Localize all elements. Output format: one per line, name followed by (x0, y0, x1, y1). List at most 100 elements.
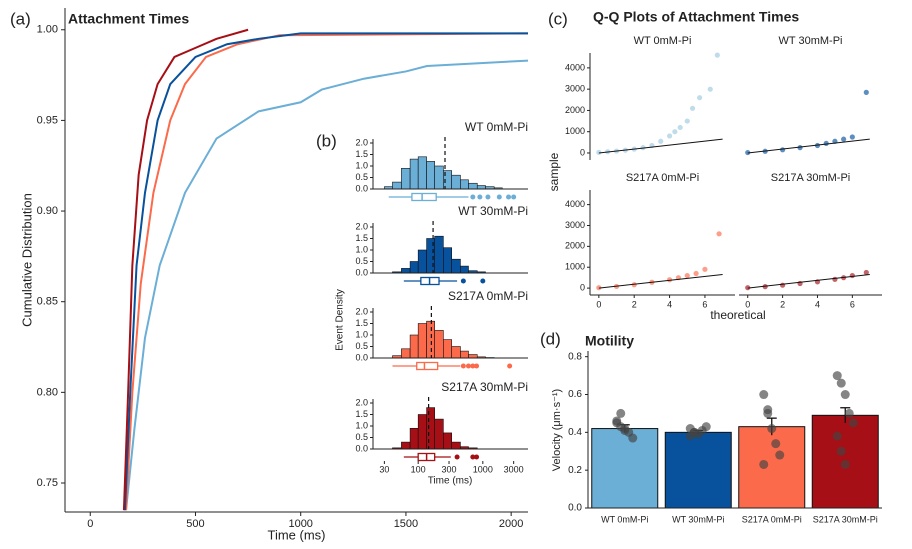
histogram-bar (443, 339, 452, 359)
histogram-bar (409, 158, 419, 190)
y-tick-label: 2.0 (355, 221, 368, 231)
reference-line (747, 274, 870, 289)
y-tick-label: 1000 (565, 262, 585, 272)
y-tick-label: 0.2 (568, 465, 582, 476)
histogram-bar (401, 348, 411, 359)
box-body (411, 192, 437, 202)
qq-point (863, 89, 869, 95)
y-tick-label: 1000 (565, 126, 585, 136)
chart-title: Q-Q Plots of Attachment Times (593, 9, 799, 25)
qq-point (707, 86, 713, 92)
histogram-bar (409, 334, 419, 359)
y-tick-label: 1.5 (355, 318, 368, 328)
qq-point (666, 133, 673, 139)
histogram-bar (426, 407, 435, 450)
y-tick-label: 0.90 (37, 205, 58, 217)
histogram-bar (434, 165, 444, 190)
x-tick-label: 300 (442, 464, 457, 474)
axis-label: Velocity (μm·s⁻¹) (551, 389, 563, 471)
x-tick-label: 2000 (499, 518, 523, 530)
histogram-bar (443, 432, 452, 450)
data-point (689, 427, 699, 437)
x-tick-label: 0 (596, 299, 601, 309)
data-point (620, 425, 630, 435)
outlier (474, 454, 480, 460)
x-tick-label: 1500 (394, 518, 418, 530)
reference-line (747, 138, 870, 154)
qq-point (677, 124, 683, 131)
qq-point (841, 136, 847, 142)
panel-title: WT 0mM-Pi (634, 35, 692, 47)
x-tick-label: 1000 (473, 464, 493, 474)
data-point (759, 459, 769, 469)
x-tick-label: 6 (702, 299, 707, 309)
x-tick-label: 4 (667, 299, 672, 309)
y-tick-label: 2000 (565, 105, 585, 115)
x-tick-label: 30 (379, 464, 389, 474)
qq-point (684, 272, 690, 279)
y-tick-label: 0.85 (37, 296, 58, 308)
x-axis-label: Time (ms) (267, 527, 325, 542)
qq-point (697, 95, 703, 101)
y-tick-label: 1.0 (355, 420, 368, 430)
data-point (832, 371, 842, 381)
y-tick-label: 0.0 (355, 352, 368, 362)
panel-title: WT 30mM-Pi (458, 204, 528, 218)
outlier (460, 278, 466, 284)
outlier (485, 194, 491, 200)
y-tick-label: 3000 (565, 84, 585, 94)
x-tick-label: 100 (411, 464, 426, 474)
y-tick-label: 3000 (565, 220, 585, 230)
y-tick-label: 2.0 (355, 137, 368, 147)
x-tick-label: 0 (87, 518, 93, 530)
histogram-bar (426, 161, 435, 190)
outlier (470, 454, 476, 460)
chart-title: Motility (585, 333, 634, 349)
qq-point (779, 282, 786, 288)
x-tick-label: WT 30mM-Pi (672, 514, 724, 524)
qq-point (689, 105, 696, 111)
ecdf-line (123, 32, 528, 511)
bar (738, 426, 806, 509)
outlier (470, 194, 476, 200)
y-tick-label: 1.5 (355, 233, 368, 243)
outlier (474, 363, 480, 369)
y-tick-label: 0.4 (568, 427, 582, 438)
bar (664, 431, 732, 509)
histogram-bar (392, 181, 402, 190)
data-point (840, 459, 850, 469)
data-point (832, 431, 842, 441)
histogram-bar (443, 247, 452, 274)
panel-title: S217A 30mM-Pi (441, 380, 528, 394)
qq-point (832, 276, 838, 282)
histogram-bar (468, 354, 478, 359)
histogram-bar (476, 185, 486, 190)
qq-point (716, 231, 722, 237)
x-tick-label: 3000 (504, 464, 524, 474)
y-tick-label: 0.0 (568, 503, 582, 514)
y-tick-label: 2.0 (355, 397, 368, 407)
data-point (628, 433, 638, 443)
y-tick-label: 0.95 (37, 114, 58, 126)
axis-label: Cumulative Distribution (19, 193, 34, 327)
axis-label: sample (547, 152, 561, 191)
y-tick-label: 1.0 (355, 160, 368, 170)
outlier (480, 278, 486, 284)
outlier (460, 363, 466, 369)
x-tick-label: 4 (815, 299, 820, 309)
y-tick-label: 1.00 (37, 24, 58, 36)
panel-title: S217A 0mM-Pi (448, 289, 528, 303)
data-point (848, 418, 858, 428)
histogram-bar (426, 320, 435, 359)
panel-label: (d) (540, 329, 561, 348)
panel-label: (a) (10, 9, 31, 28)
histogram-bar (451, 441, 461, 450)
histogram-bar (434, 235, 444, 274)
x-axis-label: Time (ms) (428, 476, 473, 487)
y-tick-label: 0 (580, 282, 585, 292)
x-tick-label: 2 (780, 299, 785, 309)
ecdf-line (125, 59, 529, 511)
histogram-bar (401, 168, 411, 190)
data-point (771, 439, 781, 449)
